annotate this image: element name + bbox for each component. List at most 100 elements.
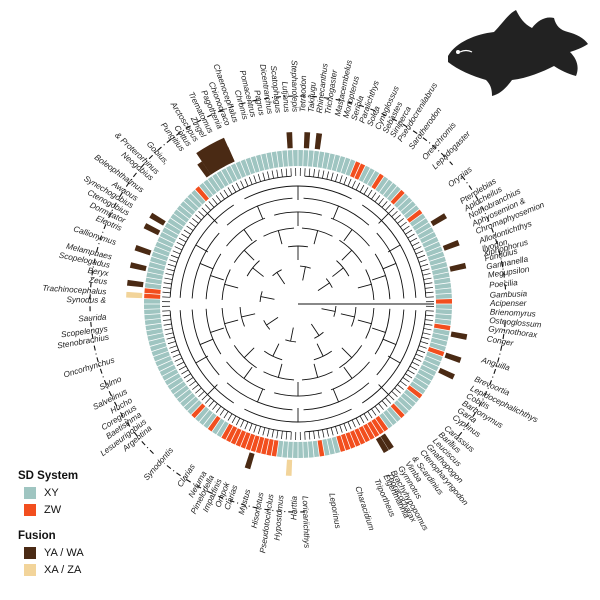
tree-branch	[420, 341, 429, 345]
tree-stem	[260, 296, 275, 300]
tree-branch	[347, 421, 352, 430]
tree-branch	[215, 195, 222, 202]
zw-swatch	[24, 504, 36, 516]
sd-segment	[240, 159, 251, 176]
tree-branch	[397, 218, 404, 224]
sd-segment	[363, 168, 375, 185]
sd-segment	[307, 150, 314, 167]
sd-segment	[317, 439, 325, 457]
tree-branch	[413, 357, 422, 362]
sd-segment	[422, 360, 439, 372]
tree-branch	[198, 210, 205, 217]
sd-segment	[170, 381, 187, 395]
tree-internal-arc	[239, 307, 245, 327]
tree-branch	[262, 427, 266, 436]
sd-segment	[203, 412, 217, 429]
sd-segment	[282, 441, 289, 458]
tree-branch	[281, 168, 283, 177]
tree-branch	[330, 172, 334, 181]
sd-segment	[144, 282, 162, 290]
taxon-label: Tetraodon	[298, 75, 308, 112]
taxon-label: Characidium	[353, 485, 376, 532]
tree-stem	[372, 327, 386, 333]
sd-segment	[371, 418, 384, 435]
tree-branch	[339, 424, 343, 433]
sd-segment	[303, 150, 309, 167]
sd-segment	[282, 150, 289, 167]
tree-stem	[341, 249, 353, 261]
tree-stem	[243, 249, 255, 261]
tree-stem	[372, 275, 386, 281]
tree-branch	[174, 246, 183, 251]
sd-segment	[293, 441, 298, 458]
tree-branch	[253, 424, 257, 433]
tree-branch	[397, 384, 404, 390]
sd-segment	[255, 154, 265, 172]
tree-branch	[422, 273, 431, 276]
tree-branch	[400, 380, 407, 387]
tree-internal-arc	[246, 260, 260, 277]
sd-segment	[417, 227, 434, 239]
tree-stem	[310, 323, 320, 336]
taxon-label: Zeus	[88, 275, 108, 286]
tree-stem	[290, 327, 294, 342]
tree-branch	[363, 187, 369, 195]
sd-segment	[167, 377, 184, 390]
tree-internal-arc	[336, 260, 350, 277]
sd-segment	[221, 168, 233, 185]
legend-label-xa-za: XA / ZA	[44, 564, 82, 576]
tree-branch	[411, 241, 420, 247]
taxon-label: Brienomyrus	[490, 308, 536, 319]
sd-segment	[145, 323, 163, 331]
taxon-label: Leporinus	[327, 492, 342, 529]
tree-stem	[382, 263, 397, 270]
sd-segment	[390, 189, 405, 205]
tree-stem	[317, 282, 330, 292]
tree-branch	[231, 415, 237, 424]
tree-stem	[277, 363, 283, 378]
sd-segment	[375, 415, 389, 432]
tree-branch	[394, 387, 401, 394]
sd-segment	[394, 193, 409, 208]
fusion-block	[196, 137, 235, 175]
tree-branch	[374, 195, 381, 202]
fusion-segment	[129, 262, 147, 272]
tree-branch	[421, 336, 430, 340]
legend-item-ya-wa: YA / WA	[24, 546, 148, 560]
taxon-label: Hypostomus	[272, 495, 285, 541]
sd-segment	[312, 440, 320, 458]
sd-segment	[150, 256, 167, 266]
sd-segment	[400, 392, 416, 407]
sd-segment	[271, 439, 279, 457]
sd-segment	[287, 441, 293, 458]
tree-internal-arc	[351, 307, 357, 327]
taxon-label: Harttia	[289, 495, 298, 520]
tree-branch	[201, 207, 208, 214]
tree-branch	[425, 287, 434, 289]
sd-segment	[153, 351, 170, 362]
tree-branch	[223, 411, 229, 419]
tree-branch	[235, 417, 241, 426]
sd-segment	[148, 261, 166, 271]
tree-stem	[210, 327, 224, 333]
sd-segment	[340, 157, 351, 175]
tree-branch	[423, 277, 432, 280]
sd-segment	[144, 318, 162, 326]
tree-branch	[178, 237, 187, 243]
clade-arc	[461, 175, 504, 268]
tree-stem	[313, 230, 319, 245]
tree-branch	[198, 391, 205, 398]
xa-za-swatch	[24, 564, 36, 576]
taxon-label: Poecilia	[489, 278, 519, 290]
tree-branch	[381, 400, 388, 407]
sd-segment	[230, 163, 242, 180]
tree-branch	[244, 421, 249, 430]
tree-branch	[186, 377, 194, 383]
tree-branch	[355, 182, 361, 191]
sd-segment	[157, 236, 174, 248]
sd-segment	[148, 337, 166, 347]
sd-segment	[427, 251, 445, 262]
tree-branch	[169, 345, 178, 349]
xy-swatch	[24, 487, 36, 499]
sd-segment	[403, 205, 420, 219]
